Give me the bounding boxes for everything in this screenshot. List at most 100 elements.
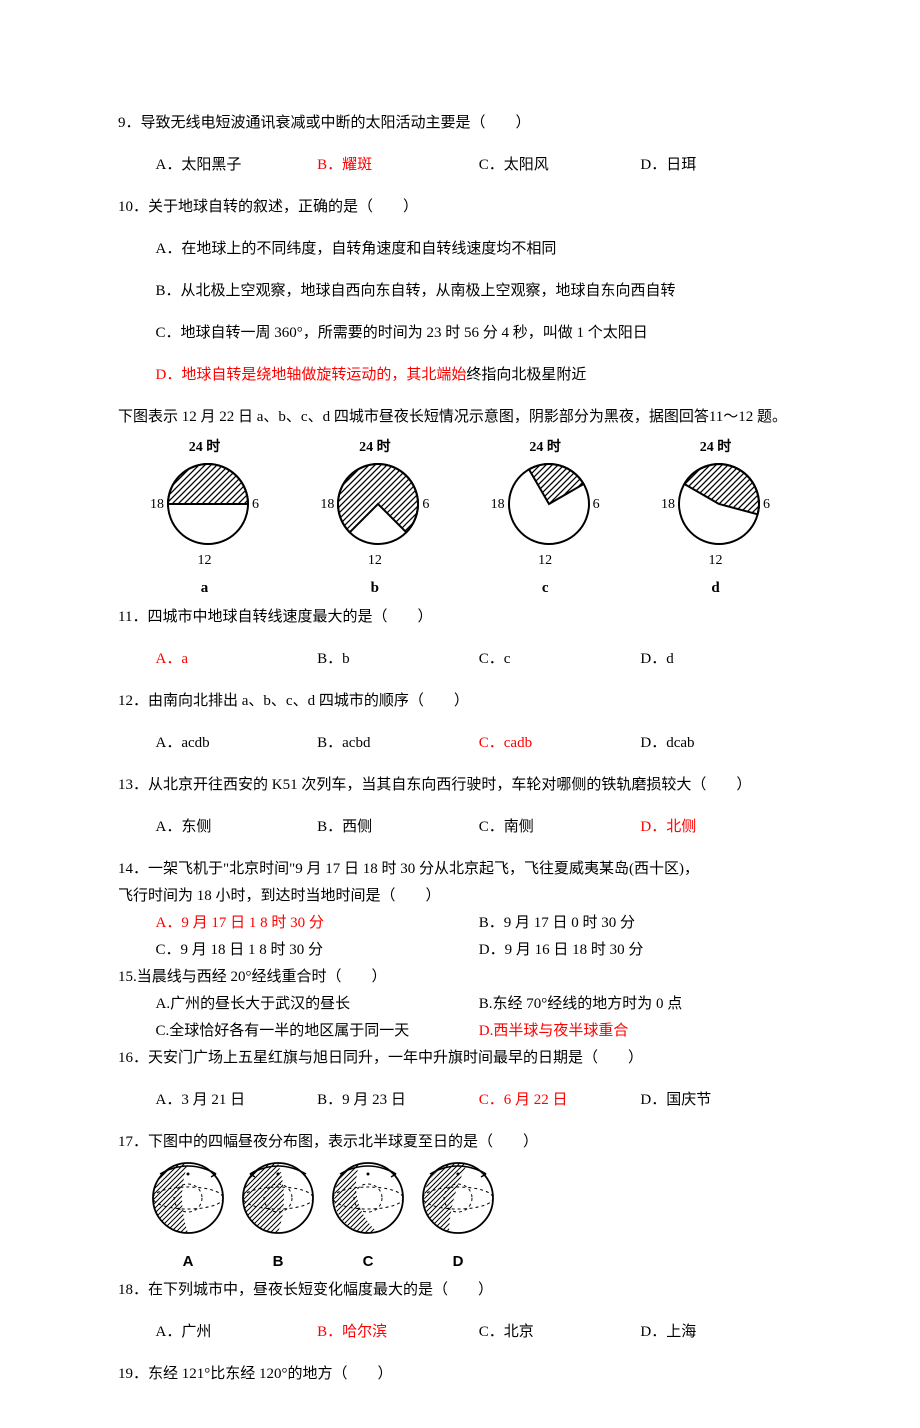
clock-d-top: 24 时: [659, 435, 772, 460]
q15-opt-b: B.东经 70°经线的地方时为 0 点: [479, 991, 802, 1018]
clock-b-svg: [336, 462, 420, 546]
q10-opt-c: C．地球自转一周 360°，所需要的时间为 23 时 56 分 4 秒，叫做 1…: [118, 320, 802, 347]
q16-opt-a: A．3 月 21 日: [156, 1087, 318, 1114]
q11-stem: 11．四城市中地球自转线速度最大的是（ ）: [118, 604, 802, 631]
q15-opt-a: A.广州的昼长大于武汉的昼长: [156, 991, 479, 1018]
globe-c-label: C: [328, 1248, 408, 1275]
q16-opt-c: C．6 月 22 日: [479, 1087, 641, 1114]
q14-opt-d: D．9 月 16 日 18 时 30 分: [479, 937, 802, 964]
q15-options: A.广州的昼长大于武汉的昼长 B.东经 70°经线的地方时为 0 点 C.全球恰…: [118, 991, 802, 1045]
q15-stem: 15.当晨线与西经 20°经线重合时（ ）: [118, 964, 802, 991]
q13-opt-b: B．西侧: [317, 814, 479, 841]
q16-opt-d: D．国庆节: [640, 1087, 802, 1114]
globe-d: D: [418, 1160, 498, 1275]
clock-c-letter: c: [489, 575, 602, 602]
clock-diagrams: 24 时 18 6 12 a 24 时 18 6 12 b 24: [148, 435, 772, 602]
q12-options: A．acdb B．acbd C．cadb D．dcab: [118, 730, 802, 757]
globe-d-svg: [418, 1160, 498, 1236]
q17-stem: 17．下图中的四幅昼夜分布图，表示北半球夏至日的是（ ）: [118, 1129, 802, 1156]
q16-opt-b: B．9 月 23 日: [317, 1087, 479, 1114]
q14-opt-b: B．9 月 17 日 0 时 30 分: [479, 910, 802, 937]
clock-c-svg: [507, 462, 591, 546]
globe-a-label: A: [148, 1248, 228, 1275]
globe-c: C: [328, 1160, 408, 1275]
clock-a-top: 24 时: [148, 435, 261, 460]
clock-d: 24 时 18 6 12 d: [659, 435, 772, 602]
clock-b-right: 6: [422, 492, 429, 517]
q15-opt-c: C.全球恰好各有一半的地区属于同一天: [156, 1018, 479, 1045]
clock-c-right: 6: [593, 492, 600, 517]
clock-a-svg: [166, 462, 250, 546]
q14-opt-a: A．9 月 17 日 1 8 时 30 分: [156, 910, 479, 937]
clock-c: 24 时 18 6 12 c: [489, 435, 602, 602]
q13-options: A．东侧 B．西侧 C．南侧 D．北侧: [118, 814, 802, 841]
clock-a-right: 6: [252, 492, 259, 517]
clock-a-bottom: 12: [148, 548, 261, 573]
q12-stem: 12．由南向北排出 a、b、c、d 四城市的顺序（ ）: [118, 688, 802, 715]
q10-opt-d: D．地球自转是绕地轴做旋转运动的，其北端始终指向北极星附近: [118, 362, 802, 389]
globe-a: A: [148, 1160, 228, 1275]
clock-d-letter: d: [659, 575, 772, 602]
globe-c-svg: [328, 1160, 408, 1236]
clock-a: 24 时 18 6 12 a: [148, 435, 261, 602]
clock-b-bottom: 12: [318, 548, 431, 573]
globe-b-svg: [238, 1160, 318, 1236]
q18-opt-c: C．北京: [479, 1319, 641, 1346]
globe-d-label: D: [418, 1248, 498, 1275]
globe-diagrams: A B C: [148, 1160, 802, 1275]
q18-stem: 18．在下列城市中，昼夜长短变化幅度最大的是（ ）: [118, 1277, 802, 1304]
q10-opt-a: A．在地球上的不同纬度，自转角速度和自转线速度均不相同: [118, 236, 802, 263]
q14-stem2: 飞行时间为 18 小时，到达时当地时间是（ ）: [118, 883, 802, 910]
q13-opt-d: D．北侧: [640, 814, 802, 841]
q10-opt-b: B．从北极上空观察，地球自西向东自转，从南极上空观察，地球自东向西自转: [118, 278, 802, 305]
clock-b-top: 24 时: [318, 435, 431, 460]
q19-stem: 19．东经 121°比东经 120°的地方（ ）: [118, 1361, 802, 1388]
q16-options: A．3 月 21 日 B．9 月 23 日 C．6 月 22 日 D．国庆节: [118, 1087, 802, 1114]
clock-d-svg: [677, 462, 761, 546]
clock-a-letter: a: [148, 575, 261, 602]
globe-b-label: B: [238, 1248, 318, 1275]
q11-opt-a: A．a: [156, 646, 318, 673]
clock-d-bottom: 12: [659, 548, 772, 573]
q12-opt-a: A．acdb: [156, 730, 318, 757]
q16-stem: 16．天安门广场上五星红旗与旭日同升，一年中升旗时间最早的日期是（ ）: [118, 1045, 802, 1072]
clock-c-bottom: 12: [489, 548, 602, 573]
q11-opt-c: C．c: [479, 646, 641, 673]
q11-options: A．a B．b C．c D．d: [118, 646, 802, 673]
clock-b-left: 18: [320, 492, 334, 517]
q11-opt-b: B．b: [317, 646, 479, 673]
q14-options: A．9 月 17 日 1 8 时 30 分 B．9 月 17 日 0 时 30 …: [118, 910, 802, 964]
globe-b: B: [238, 1160, 318, 1275]
clock-d-left: 18: [661, 492, 675, 517]
intro-11-12: 下图表示 12 月 22 日 a、b、c、d 四城市昼夜长短情况示意图，阴影部分…: [118, 404, 802, 431]
q9-opt-a: A．太阳黑子: [156, 152, 318, 179]
q9-opt-d: D．日珥: [640, 152, 802, 179]
q10-stem: 10．关于地球自转的叙述，正确的是（ ）: [118, 194, 802, 221]
q13-stem: 13．从北京开往西安的 K51 次列车，当其自东向西行驶时，车轮对哪侧的铁轨磨损…: [118, 772, 802, 799]
clock-c-left: 18: [491, 492, 505, 517]
q9-stem: 9．导致无线电短波通讯衰减或中断的太阳活动主要是（ ）: [118, 110, 802, 137]
clock-b-letter: b: [318, 575, 431, 602]
q9-opt-c: C．太阳风: [479, 152, 641, 179]
globe-a-svg: [148, 1160, 228, 1236]
q9-opt-b: B．耀斑: [317, 152, 479, 179]
clock-d-right: 6: [763, 492, 770, 517]
q15-opt-d: D.西半球与夜半球重合: [479, 1018, 802, 1045]
q13-opt-a: A．东侧: [156, 814, 318, 841]
q14-opt-c: C．9 月 18 日 1 8 时 30 分: [156, 937, 479, 964]
q12-opt-c: C．cadb: [479, 730, 641, 757]
q14-stem1: 14．一架飞机于"北京时间"9 月 17 日 18 时 30 分从北京起飞，飞往…: [118, 856, 802, 883]
q12-opt-b: B．acbd: [317, 730, 479, 757]
q18-opt-d: D．上海: [640, 1319, 802, 1346]
q10-opt-d-trail: 终指向北极星附近: [466, 367, 586, 383]
q18-opt-a: A．广州: [156, 1319, 318, 1346]
q10-opt-d-lead: D．地球自转是绕地轴做旋转运动的，其北端始: [156, 367, 467, 383]
q13-opt-c: C．南侧: [479, 814, 641, 841]
clock-b: 24 时 18 6 12 b: [318, 435, 431, 602]
q18-options: A．广州 B．哈尔滨 C．北京 D．上海: [118, 1319, 802, 1346]
q12-opt-d: D．dcab: [640, 730, 802, 757]
q18-opt-b: B．哈尔滨: [317, 1319, 479, 1346]
q9-options: A．太阳黑子 B．耀斑 C．太阳风 D．日珥: [118, 152, 802, 179]
clock-a-left: 18: [150, 492, 164, 517]
clock-c-top: 24 时: [489, 435, 602, 460]
